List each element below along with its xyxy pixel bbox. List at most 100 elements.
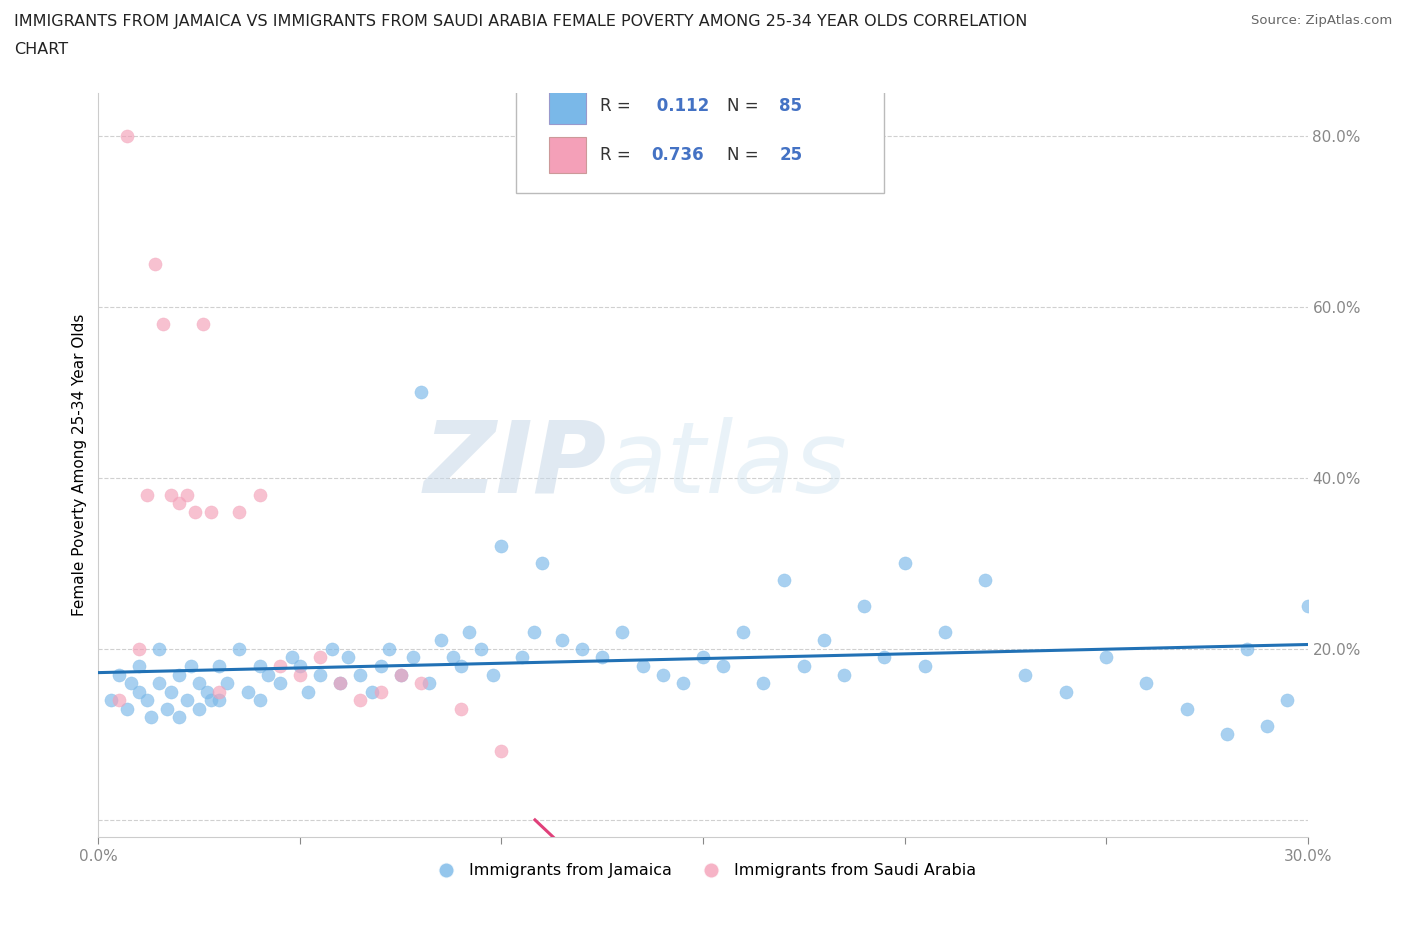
- Point: [530, 556, 553, 571]
- Point: [441, 650, 464, 665]
- Point: [672, 675, 695, 690]
- Point: [551, 633, 574, 648]
- Point: [1277, 693, 1299, 708]
- Point: [167, 710, 190, 724]
- Point: [450, 701, 472, 716]
- Point: [1014, 667, 1036, 682]
- Point: [208, 684, 231, 699]
- Point: [370, 658, 392, 673]
- Text: 85: 85: [779, 98, 803, 115]
- Text: 0.736: 0.736: [651, 146, 703, 164]
- Point: [200, 693, 222, 708]
- Point: [143, 257, 166, 272]
- Point: [329, 675, 352, 690]
- Point: [100, 693, 122, 708]
- Point: [139, 710, 162, 724]
- Text: Source: ZipAtlas.com: Source: ZipAtlas.com: [1251, 14, 1392, 27]
- Point: [228, 642, 250, 657]
- Point: [418, 675, 440, 690]
- Point: [361, 684, 384, 699]
- Point: [329, 675, 352, 690]
- Text: N =: N =: [727, 98, 763, 115]
- Point: [1095, 650, 1118, 665]
- Point: [115, 128, 138, 143]
- Point: [832, 667, 855, 682]
- Point: [297, 684, 319, 699]
- Point: [309, 667, 332, 682]
- Point: [523, 624, 546, 639]
- Point: [458, 624, 481, 639]
- Point: [402, 650, 425, 665]
- Point: [236, 684, 259, 699]
- Point: [510, 650, 533, 665]
- Text: N =: N =: [727, 146, 763, 164]
- Point: [1236, 642, 1258, 657]
- Point: [893, 556, 915, 571]
- Point: [184, 505, 207, 520]
- Point: [167, 667, 190, 682]
- Point: [1175, 701, 1198, 716]
- Point: [349, 667, 371, 682]
- Text: R =: R =: [600, 98, 637, 115]
- FancyBboxPatch shape: [516, 78, 884, 193]
- Legend: Immigrants from Jamaica, Immigrants from Saudi Arabia: Immigrants from Jamaica, Immigrants from…: [423, 857, 983, 884]
- Point: [288, 667, 311, 682]
- Text: ZIP: ZIP: [423, 417, 606, 513]
- Point: [200, 505, 222, 520]
- Point: [256, 667, 278, 682]
- Point: [176, 693, 198, 708]
- Point: [281, 650, 304, 665]
- Point: [128, 658, 150, 673]
- Point: [167, 496, 190, 511]
- Point: [217, 675, 239, 690]
- Point: [793, 658, 815, 673]
- Point: [470, 642, 492, 657]
- Point: [389, 667, 412, 682]
- Point: [409, 385, 432, 400]
- Point: [934, 624, 956, 639]
- Point: [450, 658, 472, 673]
- Point: [249, 487, 271, 502]
- Text: 25: 25: [779, 146, 803, 164]
- Point: [711, 658, 734, 673]
- Point: [120, 675, 142, 690]
- Point: [193, 316, 215, 331]
- Point: [160, 684, 183, 699]
- Point: [115, 701, 138, 716]
- Point: [309, 650, 332, 665]
- Y-axis label: Female Poverty Among 25-34 Year Olds: Female Poverty Among 25-34 Year Olds: [72, 313, 87, 617]
- Point: [1135, 675, 1157, 690]
- Point: [160, 487, 183, 502]
- Point: [148, 642, 170, 657]
- Point: [974, 573, 997, 588]
- Point: [249, 693, 271, 708]
- Point: [813, 633, 835, 648]
- Point: [135, 487, 157, 502]
- Point: [152, 316, 174, 331]
- Point: [195, 684, 218, 699]
- Point: [370, 684, 392, 699]
- Point: [571, 642, 593, 657]
- Point: [135, 693, 157, 708]
- Point: [337, 650, 360, 665]
- Point: [148, 675, 170, 690]
- Point: [482, 667, 505, 682]
- Point: [321, 642, 343, 657]
- Point: [1296, 599, 1319, 614]
- Point: [853, 599, 876, 614]
- FancyBboxPatch shape: [550, 88, 586, 125]
- Point: [651, 667, 673, 682]
- Text: 0.112: 0.112: [651, 98, 709, 115]
- Point: [107, 693, 129, 708]
- Point: [772, 573, 794, 588]
- Point: [156, 701, 179, 716]
- Point: [107, 667, 129, 682]
- Point: [733, 624, 755, 639]
- Text: CHART: CHART: [14, 42, 67, 57]
- Point: [752, 675, 775, 690]
- Point: [692, 650, 714, 665]
- Point: [349, 693, 371, 708]
- Point: [631, 658, 654, 673]
- Point: [180, 658, 202, 673]
- Point: [188, 675, 211, 690]
